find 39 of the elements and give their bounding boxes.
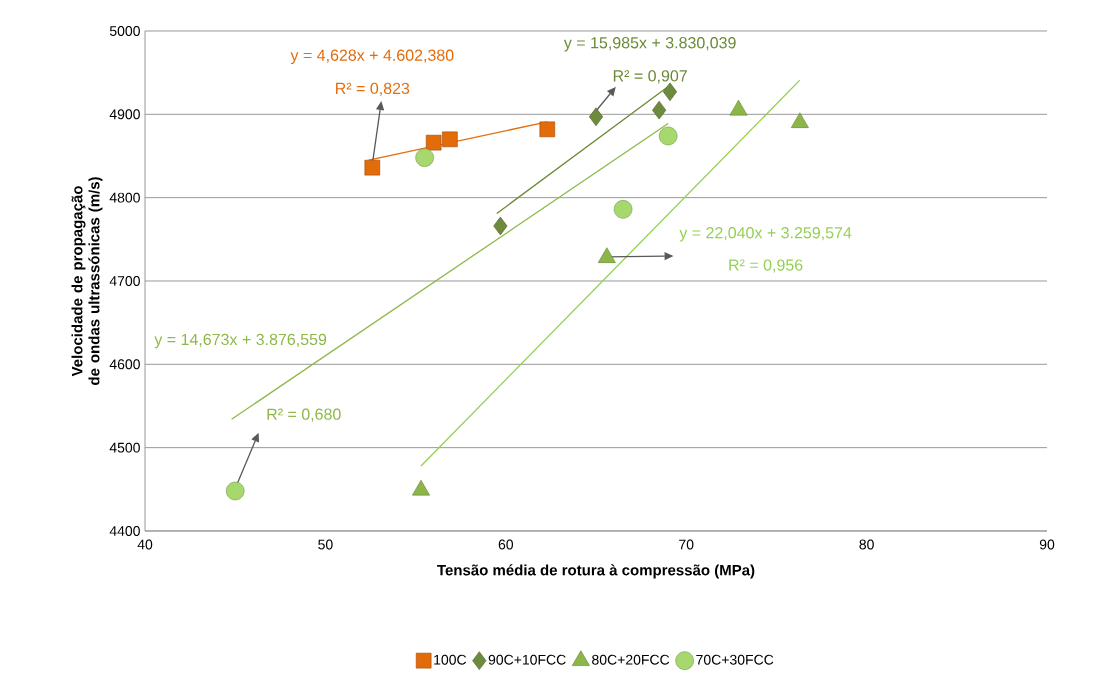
annotation: R² = 0,680 xyxy=(267,408,341,422)
x-tick-label: 90 xyxy=(1039,539,1055,550)
point xyxy=(425,134,442,151)
legend-label: 70C+30FCC xyxy=(696,654,774,665)
y-tick-label: 4800 xyxy=(109,192,140,203)
y-tick-label: 4700 xyxy=(109,276,140,286)
point xyxy=(662,82,677,102)
annotation: R² = 0,907 xyxy=(613,70,687,84)
y-tick-label: 4500 xyxy=(109,442,140,453)
x-tick-label: 60 xyxy=(498,539,514,550)
legend-label: 80C+20FCC xyxy=(592,654,670,665)
annotation: R² = 0,956 xyxy=(729,259,803,273)
annotation: y = 15,985x + 3.830,039 xyxy=(563,37,736,52)
annotation: y = 4,628x + 4.602,380 xyxy=(290,49,454,65)
point xyxy=(613,200,633,219)
y-tick-label: 5000 xyxy=(109,26,140,36)
point xyxy=(225,481,245,501)
point xyxy=(658,126,678,146)
annotation: y = 22,040x + 3.259,574 xyxy=(679,227,852,242)
annotation: R² = 0,823 xyxy=(336,82,410,96)
annotation: y = 14,673x + 3.876,559 xyxy=(154,333,327,349)
point xyxy=(493,216,508,236)
legend-label: 90C+10FCC xyxy=(488,654,566,665)
x-tick-label: 80 xyxy=(859,539,874,550)
y-axis-title: Velocidade de propagação de ondas ultrassónicas (m/s) xyxy=(71,177,103,385)
x-tick-label: 50 xyxy=(318,539,333,550)
y-tick-label: 4600 xyxy=(109,359,140,370)
x-axis-title: Tensão média de rotura à compressão (MPa) xyxy=(437,564,755,579)
x-tick-label: 70 xyxy=(679,539,694,550)
point xyxy=(588,107,604,127)
point xyxy=(415,148,434,167)
x-tick-label: 40 xyxy=(137,539,153,550)
y-tick-label: 4900 xyxy=(109,109,140,120)
legend-label: 100C xyxy=(434,654,467,665)
point xyxy=(539,121,556,138)
point xyxy=(364,159,381,176)
point xyxy=(652,100,667,120)
y-tick-label: 4400 xyxy=(109,526,140,536)
point xyxy=(442,131,458,148)
